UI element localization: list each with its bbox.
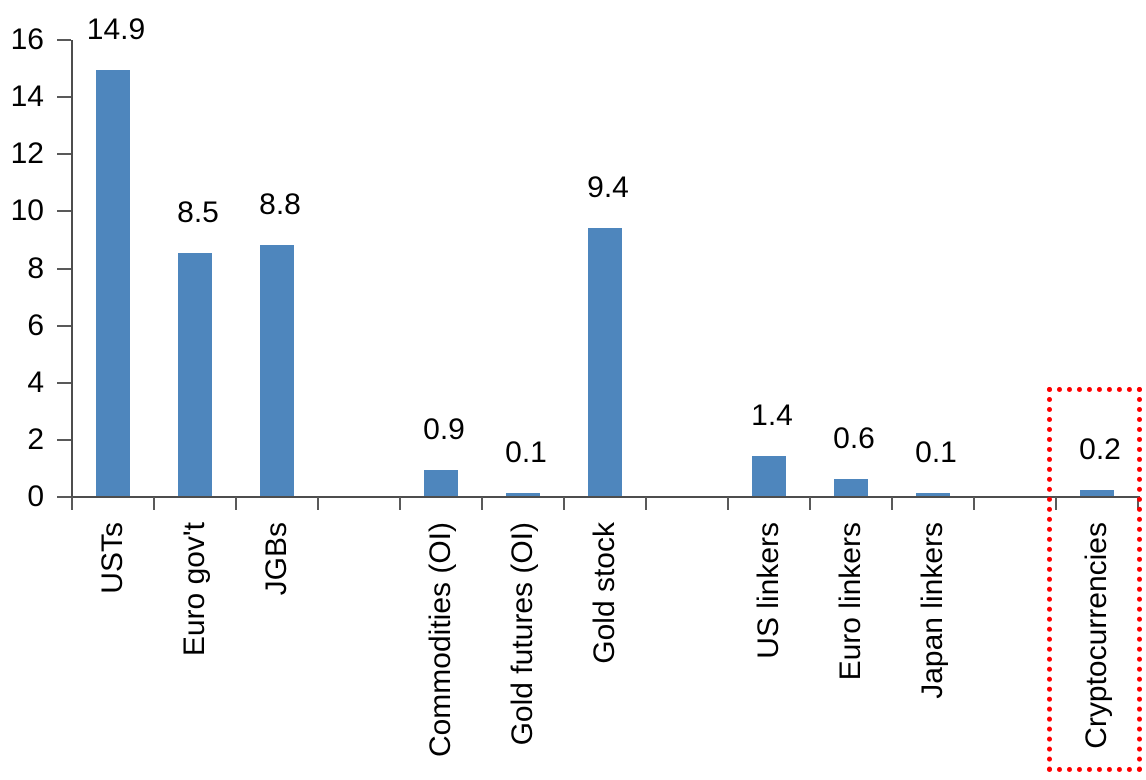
value-label: 0.9 bbox=[423, 413, 465, 446]
y-tick bbox=[57, 324, 71, 327]
value-label: 8.8 bbox=[259, 188, 301, 221]
x-tick bbox=[399, 497, 401, 510]
y-tick bbox=[57, 39, 71, 41]
x-tick bbox=[973, 497, 975, 510]
y-tick-label: 0 bbox=[27, 480, 44, 513]
category-label: US linkers bbox=[752, 522, 785, 659]
y-tick bbox=[57, 210, 71, 213]
bar-commodities-oi- bbox=[424, 470, 458, 496]
category-label: Euro gov't bbox=[178, 522, 211, 657]
value-label: 0.2 bbox=[1079, 433, 1121, 466]
bar-jgbs bbox=[260, 245, 294, 496]
x-tick bbox=[481, 497, 483, 510]
bar-euro-linkers bbox=[834, 479, 868, 496]
x-tick bbox=[317, 497, 319, 510]
bar-euro-gov-t bbox=[178, 253, 212, 496]
bar-cryptocurrencies bbox=[1080, 490, 1114, 496]
y-tick bbox=[57, 96, 71, 99]
x-axis-line bbox=[71, 496, 1140, 498]
y-axis-line bbox=[71, 40, 73, 498]
y-tick-label: 2 bbox=[27, 422, 44, 456]
bar-us-linkers bbox=[752, 456, 786, 496]
value-label: 8.5 bbox=[177, 196, 219, 229]
y-tick-label: 12 bbox=[10, 137, 44, 171]
value-label: 0.1 bbox=[505, 436, 547, 469]
highlight-box-cryptocurrencies bbox=[1047, 387, 1142, 772]
x-tick bbox=[809, 497, 811, 510]
y-tick-label: 8 bbox=[27, 251, 44, 285]
value-label: 14.9 bbox=[86, 13, 146, 46]
bar-gold-stock bbox=[588, 228, 622, 496]
category-label: JGBs bbox=[260, 522, 293, 596]
y-tick bbox=[57, 496, 71, 498]
x-tick bbox=[153, 497, 155, 510]
bar-usts bbox=[96, 70, 130, 496]
value-label: 1.4 bbox=[751, 399, 793, 432]
value-label: 9.4 bbox=[587, 171, 629, 204]
bar-japan-linkers bbox=[916, 493, 950, 496]
x-tick bbox=[645, 497, 647, 510]
y-tick-label: 16 bbox=[10, 23, 44, 56]
category-label: USTs bbox=[96, 522, 129, 594]
x-tick bbox=[563, 497, 565, 510]
y-tick bbox=[57, 153, 71, 156]
category-label: Gold stock bbox=[588, 522, 621, 664]
value-label: 0.6 bbox=[833, 422, 875, 455]
y-tick-label: 4 bbox=[27, 365, 44, 399]
y-tick bbox=[57, 267, 71, 270]
y-tick-label: 14 bbox=[10, 80, 44, 114]
value-label: 0.1 bbox=[915, 436, 957, 469]
y-tick bbox=[57, 381, 71, 384]
y-tick-label: 6 bbox=[27, 308, 44, 342]
category-label: Japan linkers bbox=[916, 522, 949, 699]
x-tick bbox=[235, 497, 237, 510]
x-tick bbox=[71, 497, 73, 510]
x-tick bbox=[1055, 497, 1057, 510]
y-tick bbox=[57, 438, 71, 441]
category-label: Commodities (OI) bbox=[424, 522, 457, 758]
category-label: Euro linkers bbox=[834, 522, 867, 681]
x-tick bbox=[891, 497, 893, 510]
x-tick bbox=[727, 497, 729, 510]
y-tick-label: 10 bbox=[10, 194, 44, 228]
bar-gold-futures-oi- bbox=[506, 493, 540, 496]
category-label: Gold futures (OI) bbox=[506, 522, 539, 746]
